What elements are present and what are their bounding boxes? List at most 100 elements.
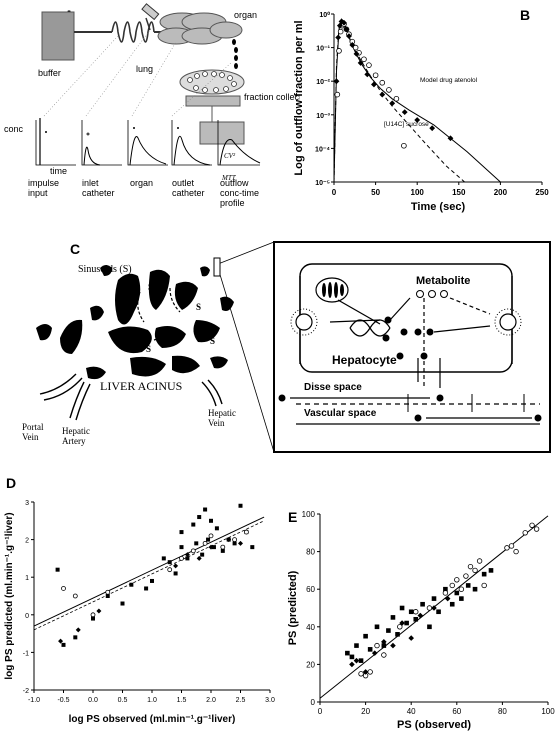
data-point <box>105 589 111 595</box>
x-tick-label: -1.0 <box>28 697 40 704</box>
panel-c: C <box>0 228 558 458</box>
x-tick-label: 0 <box>318 707 323 716</box>
data-point <box>404 620 409 626</box>
data-point <box>335 34 342 41</box>
data-point <box>472 586 478 592</box>
y-tick-label: 60 <box>306 585 315 594</box>
data-point <box>443 586 448 592</box>
data-point <box>333 78 340 85</box>
data-point <box>472 567 478 574</box>
panel-c-diagram: C <box>36 241 551 453</box>
y-tick-label: 10⁻³ <box>316 113 330 120</box>
y-tick-label: 100 <box>302 510 316 519</box>
data-point <box>55 567 60 572</box>
data-point <box>389 100 396 107</box>
fit-line-dashed <box>333 19 465 183</box>
data-point <box>75 627 81 633</box>
y-tick-label: 3 <box>25 500 29 507</box>
x-tick-label: 20 <box>361 707 370 716</box>
data-point <box>349 661 355 668</box>
panel-d-label: D <box>6 475 16 491</box>
x-tick-label: 1.5 <box>177 697 187 704</box>
data-point <box>232 541 237 546</box>
data-point <box>429 125 436 132</box>
data-point <box>349 42 356 48</box>
y-tick-label: 10⁻² <box>316 79 330 86</box>
data-point <box>226 537 232 543</box>
fraction-collector-label: fraction collector <box>244 92 300 102</box>
data-point <box>374 642 380 649</box>
data-point <box>367 669 373 675</box>
data-point <box>191 522 196 527</box>
data-point <box>363 633 368 639</box>
data-point <box>381 639 387 645</box>
data-point <box>334 91 341 98</box>
s-label-2: S <box>196 302 201 312</box>
data-point <box>454 577 460 583</box>
data-point <box>508 543 515 549</box>
data-point <box>238 540 243 546</box>
curve-label-inlet: inlet catheter <box>82 178 115 198</box>
data-point <box>197 515 202 520</box>
sinusoids-label: Sinusoids (S) <box>78 264 132 275</box>
s-label-3: S <box>146 344 151 354</box>
lung-label: lung <box>136 64 153 74</box>
y-tick-label: 0 <box>311 698 316 707</box>
data-point <box>390 642 396 649</box>
hepatic-artery-label: Hepatic Artery <box>62 426 90 446</box>
data-point <box>367 647 373 652</box>
data-point <box>529 522 535 528</box>
data-point <box>444 595 451 602</box>
y-tick-label: 20 <box>306 660 315 669</box>
data-point <box>238 503 243 508</box>
data-point <box>397 624 403 630</box>
panel-e: E 0 20 40 60 80 100 0 20 40 60 80 100 PS (observed) PS… <box>282 500 558 739</box>
curve-label-outflow: outflow conc-time profile <box>220 178 260 208</box>
y-tick-label: 10⁻¹ <box>316 46 330 53</box>
data-point <box>208 533 214 539</box>
annotation-sucrose: [U14C] sucrose <box>384 121 429 128</box>
data-point <box>337 28 344 35</box>
x-tick-label: 50 <box>371 188 380 197</box>
x-axis-title: log PS observed (ml.min⁻¹.g⁻¹liver) <box>69 714 236 725</box>
data-point <box>395 632 400 637</box>
endoplasmic-reticulum-icon <box>315 277 349 303</box>
hepatic-vein-label: Hepatic Vein <box>208 408 236 428</box>
panel-c-label: C <box>70 241 80 257</box>
y-tick-label: 10⁰ <box>319 11 330 19</box>
y-tick-label: 40 <box>306 623 315 632</box>
data-point <box>454 590 460 596</box>
x-tick-label: 0 <box>332 188 337 197</box>
data-point <box>481 582 487 589</box>
data-point <box>413 616 419 622</box>
data-point <box>167 560 172 565</box>
curve-label-outlet: outlet catheter <box>172 178 205 198</box>
conc-label: conc <box>4 124 24 134</box>
data-point <box>386 87 392 93</box>
data-point <box>390 615 396 620</box>
data-point <box>459 596 464 601</box>
x-tick-label: -0.5 <box>57 697 69 704</box>
data-point <box>250 545 255 550</box>
syringe-icon <box>141 3 160 31</box>
x-tick-label: 60 <box>452 707 461 716</box>
data-point <box>417 612 424 619</box>
data-point <box>431 596 437 601</box>
data-point <box>120 601 125 606</box>
data-point <box>214 526 219 531</box>
data-point <box>202 540 208 546</box>
data-point <box>206 537 211 542</box>
y-tick-label: 10⁻⁵ <box>315 180 330 187</box>
x-tick-label: 0.0 <box>88 697 98 704</box>
x-tick-label: 2.5 <box>236 697 246 704</box>
x-tick-label: 80 <box>498 707 507 716</box>
data-point <box>179 556 184 561</box>
data-point <box>352 44 359 51</box>
data-point <box>420 601 425 607</box>
chart-d-axes <box>33 502 270 691</box>
liver-acinus-drawing <box>36 265 234 380</box>
data-point <box>349 654 355 660</box>
profile-curves <box>35 118 261 166</box>
data-point <box>336 22 343 29</box>
data-point <box>73 635 78 640</box>
